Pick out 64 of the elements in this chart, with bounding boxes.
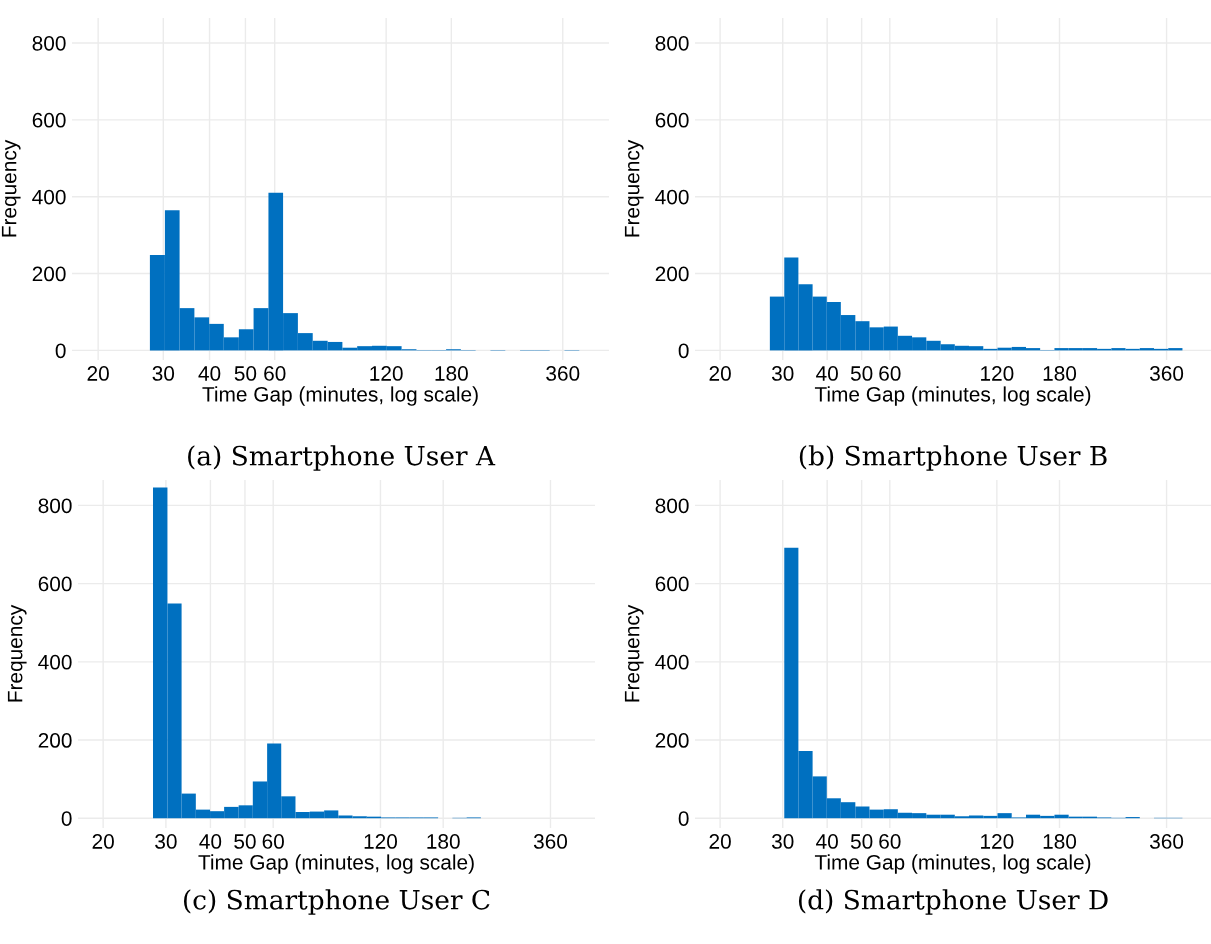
- y-axis-title: Frequency: [624, 139, 644, 237]
- y-tick-label: 800: [32, 35, 66, 51]
- x-tick-label: 40: [816, 366, 838, 381]
- x-tick-label: 60: [879, 834, 901, 849]
- x-tick-label: 360: [546, 366, 580, 381]
- y-tick-label: 800: [38, 498, 72, 514]
- y-tick-label: 0: [55, 343, 66, 359]
- y-tick-label: 0: [61, 811, 72, 826]
- x-tick-label: 20: [709, 366, 731, 381]
- y-tick-label: 600: [38, 576, 72, 592]
- y-tick-label: 200: [32, 266, 66, 282]
- text: (b) Smartphone User B: [799, 445, 1107, 471]
- y-tick-label: 800: [655, 498, 689, 514]
- y-tick-label: 800: [655, 35, 689, 51]
- x-tick-label: 360: [1149, 834, 1184, 849]
- x-axis-title: Time Gap (minutes, log scale): [814, 854, 1091, 874]
- x-tick-label: 120: [981, 834, 1014, 849]
- x-tick-label: 180: [427, 834, 460, 849]
- text: (d) Smartphone User D: [798, 889, 1108, 915]
- x-tick-label: 180: [1043, 366, 1077, 381]
- x-tick-label: 50: [850, 366, 873, 381]
- y-tick-label: 400: [38, 654, 72, 670]
- x-axis-title: Time Gap (minutes, log scale): [202, 386, 478, 406]
- x-tick-label: 20: [92, 834, 114, 849]
- y-tick-label: 0: [678, 343, 689, 359]
- x-tick-label: 180: [1043, 834, 1077, 849]
- x-tick-label: 60: [262, 834, 284, 849]
- y-tick-label: 200: [655, 266, 689, 282]
- x-tick-label: 30: [771, 366, 794, 381]
- x-tick-label: 120: [370, 366, 403, 381]
- text: (c) Smartphone User C: [184, 889, 490, 915]
- x-tick-label: 120: [981, 366, 1014, 381]
- y-axis-title: Frequency: [7, 604, 27, 702]
- x-tick-label: 40: [199, 834, 222, 849]
- x-tick-label: 40: [816, 834, 838, 849]
- x-tick-label: 120: [364, 834, 398, 849]
- x-tick-label: 50: [850, 834, 873, 849]
- x-tick-label: 40: [198, 366, 221, 381]
- y-tick-label: 400: [32, 189, 66, 205]
- x-tick-label: 360: [533, 834, 568, 849]
- x-tick-label: 50: [234, 834, 256, 849]
- x-tick-label: 60: [879, 366, 901, 381]
- y-tick-label: 200: [655, 733, 689, 748]
- y-axis-title: Frequency: [624, 604, 644, 702]
- x-axis-title: Time Gap (minutes, log scale): [814, 386, 1091, 406]
- x-tick-label: 20: [709, 834, 731, 849]
- y-tick-label: 600: [655, 576, 689, 592]
- x-axis-title: Time Gap (minutes, log scale): [198, 854, 474, 874]
- x-tick-label: 50: [234, 366, 257, 381]
- x-tick-label: 30: [152, 366, 175, 381]
- y-tick-label: 600: [32, 112, 66, 128]
- x-tick-label: 180: [435, 366, 468, 381]
- text: (a) Smartphone User A: [188, 445, 496, 471]
- x-tick-label: 60: [264, 366, 286, 381]
- y-axis-title: Frequency: [1, 139, 21, 237]
- x-tick-label: 30: [771, 834, 794, 849]
- y-tick-label: 0: [678, 811, 689, 826]
- y-tick-label: 400: [655, 189, 689, 205]
- x-tick-label: 360: [1149, 366, 1184, 381]
- y-tick-label: 400: [655, 654, 689, 670]
- y-tick-label: 200: [38, 733, 72, 748]
- y-tick-label: 600: [655, 112, 689, 128]
- x-tick-label: 20: [87, 366, 109, 381]
- x-tick-label: 30: [155, 834, 177, 849]
